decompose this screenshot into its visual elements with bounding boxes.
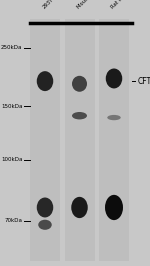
Text: 100kDa: 100kDa — [1, 157, 22, 162]
Ellipse shape — [37, 197, 53, 218]
Ellipse shape — [71, 197, 88, 218]
Text: 70kDa: 70kDa — [4, 218, 22, 223]
Text: 150kDa: 150kDa — [1, 104, 22, 109]
Ellipse shape — [106, 69, 122, 88]
Text: 250kDa: 250kDa — [1, 45, 22, 50]
Text: Rat testis: Rat testis — [110, 0, 132, 9]
Text: CFTR: CFTR — [138, 77, 150, 86]
FancyBboxPatch shape — [64, 19, 94, 261]
Ellipse shape — [105, 195, 123, 220]
Ellipse shape — [37, 71, 53, 91]
Text: Mouse testis: Mouse testis — [76, 0, 103, 9]
Ellipse shape — [38, 220, 52, 230]
Text: 293T: 293T — [41, 0, 54, 9]
Ellipse shape — [72, 76, 87, 92]
Ellipse shape — [72, 112, 87, 119]
Ellipse shape — [107, 115, 121, 120]
FancyBboxPatch shape — [99, 19, 129, 261]
FancyBboxPatch shape — [30, 19, 60, 261]
